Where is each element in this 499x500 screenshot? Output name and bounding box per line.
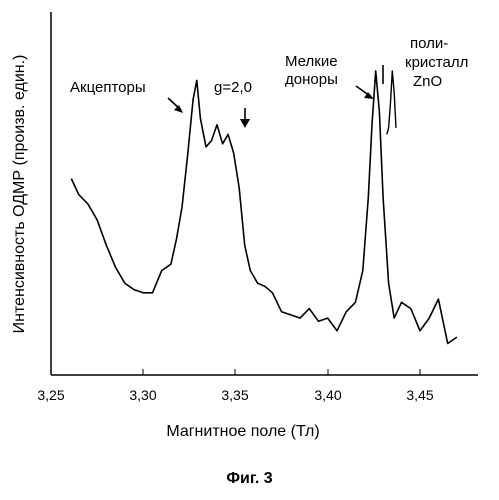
- x-tick-label-3: 3,40: [314, 387, 341, 403]
- acceptors-arrow: [168, 98, 183, 113]
- x-ticks: [51, 369, 420, 375]
- x-tick-label-2: 3,35: [221, 387, 248, 403]
- x-axis-title: Магнитное поле (Тл): [166, 423, 319, 440]
- acceptors-label: Акцепторы: [70, 79, 146, 96]
- odmr-chart: 3,25 3,30 3,35 3,40 3,45 Магнитное поле …: [0, 0, 499, 470]
- polycrystal-label-line1: поли-: [410, 35, 448, 52]
- figure-caption: Фиг. 3: [0, 470, 499, 488]
- x-tick-labels: 3,25 3,30 3,35 3,40 3,45: [37, 387, 433, 403]
- polycrystal-label-line2: кристалл: [405, 54, 468, 71]
- x-tick-label-4: 3,45: [406, 387, 433, 403]
- odmr-series-line: [71, 71, 457, 344]
- shallow-donors-label-line2: доноры: [285, 71, 338, 88]
- x-tick-label-1: 3,30: [129, 387, 156, 403]
- shallow-donors-arrow: [356, 86, 374, 99]
- g-value-label: g=2,0: [214, 79, 252, 96]
- shallow-donors-label-line1: Мелкие: [285, 53, 338, 70]
- polycrystal-inset-line: [387, 71, 396, 134]
- y-axis-title: Интенсивность ОДМР (произв. един.): [11, 55, 28, 334]
- polycrystal-label-line3: ZnO: [413, 73, 442, 90]
- g-value-arrow: [240, 108, 250, 128]
- x-tick-label-0: 3,25: [37, 387, 64, 403]
